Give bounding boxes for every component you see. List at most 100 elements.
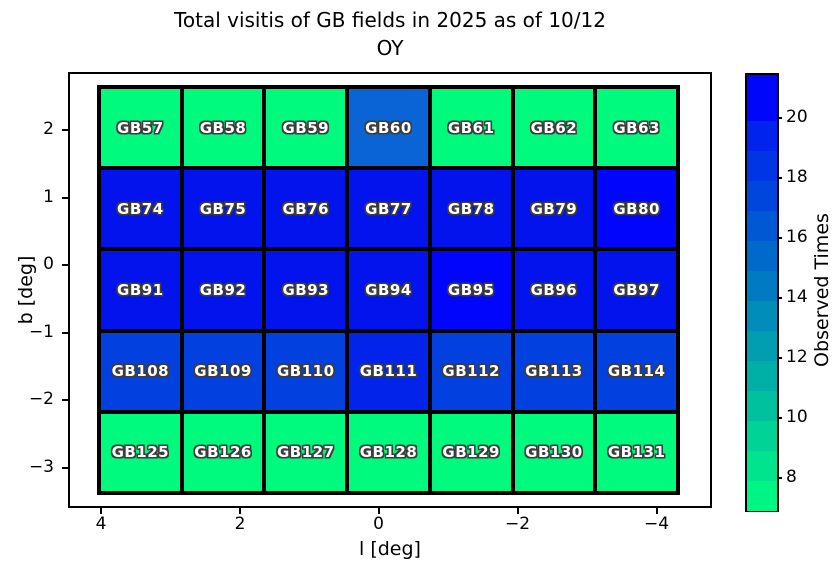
x-tick-label: 0 [373, 514, 384, 534]
field-label: GB57 [117, 118, 164, 137]
field-label: GB97 [613, 280, 660, 299]
y-tick-mark [62, 264, 68, 266]
field-label: GB127 [277, 443, 335, 462]
heatmap-cell: GB92 [181, 249, 265, 331]
field-label: GB94 [365, 280, 412, 299]
colorbar-band [747, 150, 777, 181]
colorbar-tick-mark [777, 477, 782, 479]
colorbar-tick-label: 14 [786, 287, 808, 307]
heatmap-cell: GB62 [512, 87, 596, 169]
heatmap-grid: GB57 GB58 GB59 GB60 GB61 GB62 GB63 GB74 GB75 GB76… [97, 85, 680, 495]
y-tick-label: −1 [28, 321, 54, 342]
y-tick-label: 1 [43, 186, 54, 207]
field-label: GB96 [530, 280, 578, 299]
heatmap-cell: GB128 [347, 411, 430, 493]
heatmap-cell: GB127 [264, 411, 348, 493]
chart-title-line2: OY [376, 36, 404, 60]
heatmap-cell: GB63 [595, 87, 678, 169]
heatmap-cell: GB91 [99, 249, 182, 331]
heatmap-cell: GB79 [512, 168, 596, 250]
field-label: GB128 [359, 443, 418, 462]
heatmap-cell: GB74 [99, 168, 182, 250]
x-tick-mark [100, 508, 102, 514]
field-label: GB111 [359, 362, 418, 381]
x-tick-label: 4 [95, 514, 107, 534]
heatmap-cell: GB111 [347, 330, 430, 412]
x-tick-mark [655, 508, 658, 514]
heatmap-cell: GB97 [595, 249, 678, 331]
heatmap-cell: GB59 [264, 87, 348, 169]
colorbar-tick-label: 18 [786, 167, 808, 187]
heatmap-cell: GB129 [429, 411, 513, 493]
y-tick-mark [62, 331, 68, 334]
heatmap-cell: GB75 [181, 168, 265, 250]
heatmap-cell: GB109 [181, 330, 265, 412]
x-tick-mark [377, 508, 380, 514]
colorbar-band [747, 360, 777, 391]
x-tick-mark [239, 508, 241, 514]
heatmap-cell: GB96 [512, 249, 596, 331]
colorbar-tick-mark [777, 117, 782, 119]
y-tick-mark [62, 129, 68, 131]
colorbar-band [747, 450, 777, 481]
heatmap-cell: GB126 [181, 411, 265, 493]
colorbar-tick-label: 10 [786, 407, 808, 427]
colorbar-band [747, 120, 777, 151]
heatmap-cell: GB58 [181, 87, 265, 169]
y-tick-mark [62, 196, 68, 199]
heatmap-cell: GB130 [512, 411, 596, 493]
field-label: GB91 [117, 280, 164, 299]
field-label: GB92 [199, 280, 247, 299]
field-label: GB125 [111, 443, 170, 462]
x-tick-label: −4 [643, 514, 670, 534]
field-label: GB78 [447, 199, 495, 218]
field-label: GB75 [199, 199, 247, 218]
field-label: GB130 [525, 443, 583, 462]
heatmap-cell: GB95 [429, 249, 513, 331]
colorbar-tick-mark [777, 357, 782, 359]
y-tick-label: −2 [28, 389, 54, 409]
chart-title-line1: Total visitis of GB fields in 2025 as of… [174, 8, 606, 32]
heatmap-cell: GB57 [99, 87, 182, 169]
field-label: GB112 [442, 362, 500, 381]
heatmap-cell: GB110 [264, 330, 348, 412]
field-label: GB108 [111, 362, 170, 381]
field-label: GB76 [282, 199, 330, 218]
colorbar-band [747, 240, 777, 271]
colorbar-band [747, 300, 777, 331]
field-label: GB109 [194, 362, 252, 381]
colorbar-band [747, 270, 777, 301]
colorbar-band [747, 420, 777, 451]
colorbar-tick-label: 8 [786, 467, 797, 487]
field-label: GB113 [525, 362, 583, 381]
colorbar-tick-label: 20 [786, 107, 808, 127]
field-label: GB60 [365, 118, 412, 137]
field-label: GB62 [530, 118, 578, 137]
x-tick-label: −2 [504, 514, 531, 534]
field-label: GB61 [447, 118, 495, 137]
heatmap-cell: GB80 [595, 168, 678, 250]
x-tick-mark [516, 508, 519, 514]
field-label: GB114 [607, 362, 666, 381]
heatmap-cell: GB108 [99, 330, 182, 412]
field-label: GB93 [282, 280, 330, 299]
field-label: GB77 [365, 199, 412, 218]
y-tick-mark [62, 399, 68, 401]
x-tick-label: 2 [234, 514, 246, 534]
heatmap-cell: GB131 [595, 411, 678, 493]
heatmap-cell: GB60 [347, 87, 430, 169]
heatmap-cell: GB94 [347, 249, 430, 331]
heatmap-cell: GB61 [429, 87, 513, 169]
field-label: GB110 [277, 362, 335, 381]
field-label: GB126 [194, 443, 252, 462]
y-tick-mark [62, 466, 68, 469]
field-label: GB59 [282, 118, 330, 137]
heatmap-cell: GB78 [429, 168, 513, 250]
heatmap-cell: GB76 [264, 168, 348, 250]
field-label: GB74 [117, 199, 164, 218]
colorbar-band [747, 75, 777, 121]
field-label: GB95 [447, 280, 495, 299]
heatmap-cell: GB125 [99, 411, 182, 493]
heatmap-cell: GB77 [347, 168, 430, 250]
